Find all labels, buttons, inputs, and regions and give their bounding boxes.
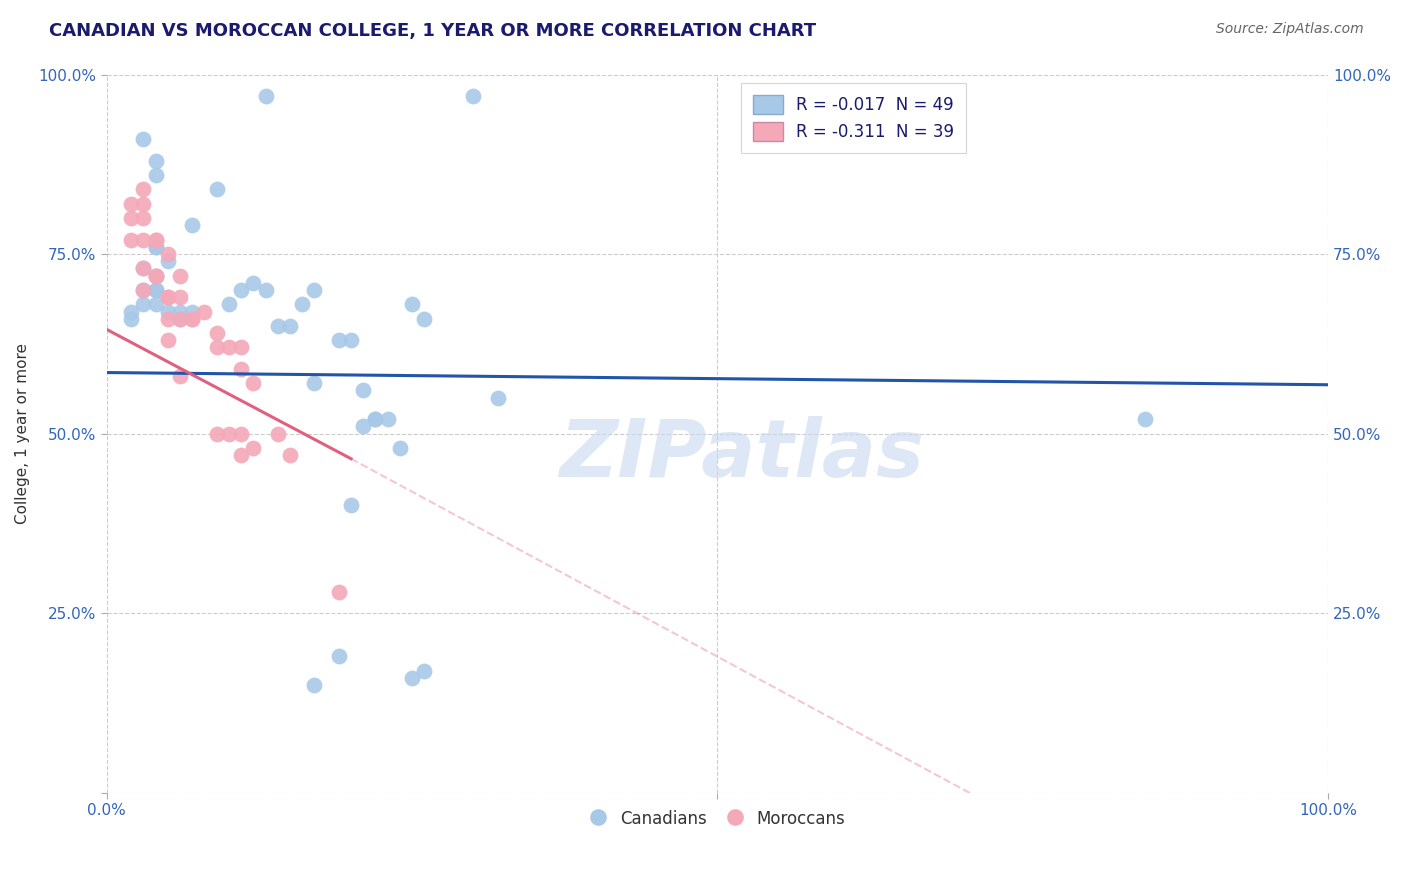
Point [120, 211, 142, 226]
Point [181, 219, 204, 233]
Legend: Canadians, Moroccans: Canadians, Moroccans [583, 804, 852, 835]
Point [352, 384, 374, 398]
Point [278, 318, 301, 333]
Point [304, 678, 326, 692]
Point [132, 283, 155, 297]
Point [242, 441, 264, 455]
Point [132, 182, 155, 196]
Point [340, 333, 363, 347]
Point [486, 391, 509, 405]
Point [229, 340, 252, 354]
Point [132, 196, 155, 211]
Text: Source: ZipAtlas.com: Source: ZipAtlas.com [1216, 22, 1364, 37]
Point [267, 318, 290, 333]
Point [401, 297, 423, 311]
Point [145, 268, 167, 283]
Point [181, 311, 204, 326]
Point [156, 247, 179, 261]
Point [181, 311, 204, 326]
Point [218, 297, 240, 311]
Point [169, 268, 191, 283]
Point [145, 283, 167, 297]
Point [377, 412, 399, 426]
Point [145, 240, 167, 254]
Point [132, 283, 155, 297]
Point [145, 233, 167, 247]
Point [278, 448, 301, 462]
Point [254, 283, 277, 297]
Point [132, 297, 155, 311]
Point [463, 89, 485, 103]
Point [328, 333, 350, 347]
Point [352, 419, 374, 434]
Point [229, 283, 252, 297]
Point [193, 304, 215, 318]
Point [169, 311, 191, 326]
Point [169, 290, 191, 304]
Point [229, 362, 252, 376]
Y-axis label: College, 1 year or more: College, 1 year or more [15, 343, 30, 524]
Point [291, 297, 314, 311]
Text: ZIPatlas: ZIPatlas [560, 417, 924, 494]
Point [156, 290, 179, 304]
Point [145, 297, 167, 311]
Text: CANADIAN VS MOROCCAN COLLEGE, 1 YEAR OR MORE CORRELATION CHART: CANADIAN VS MOROCCAN COLLEGE, 1 YEAR OR … [49, 22, 817, 40]
Point [229, 426, 252, 441]
Point [229, 448, 252, 462]
Point [120, 304, 142, 318]
Point [156, 254, 179, 268]
Point [145, 268, 167, 283]
Point [145, 233, 167, 247]
Point [169, 304, 191, 318]
Point [156, 333, 179, 347]
Point [205, 326, 228, 340]
Point [120, 311, 142, 326]
Point [205, 426, 228, 441]
Point [304, 376, 326, 391]
Point [132, 233, 155, 247]
Point [242, 376, 264, 391]
Point [132, 261, 155, 276]
Point [401, 671, 423, 685]
Point [1133, 412, 1156, 426]
Point [145, 168, 167, 182]
Point [169, 311, 191, 326]
Point [120, 196, 142, 211]
Point [205, 340, 228, 354]
Point [364, 412, 387, 426]
Point [340, 499, 363, 513]
Point [328, 649, 350, 664]
Point [181, 304, 204, 318]
Point [169, 369, 191, 384]
Point [218, 426, 240, 441]
Point [145, 283, 167, 297]
Point [364, 412, 387, 426]
Point [156, 304, 179, 318]
Point [218, 340, 240, 354]
Point [132, 211, 155, 226]
Point [156, 290, 179, 304]
Point [254, 89, 277, 103]
Point [388, 441, 411, 455]
Point [242, 276, 264, 290]
Point [328, 584, 350, 599]
Point [120, 233, 142, 247]
Point [132, 132, 155, 146]
Point [145, 153, 167, 168]
Point [145, 240, 167, 254]
Point [413, 664, 436, 678]
Point [145, 268, 167, 283]
Point [205, 182, 228, 196]
Point [413, 311, 436, 326]
Point [132, 261, 155, 276]
Point [304, 283, 326, 297]
Point [267, 426, 290, 441]
Point [156, 311, 179, 326]
